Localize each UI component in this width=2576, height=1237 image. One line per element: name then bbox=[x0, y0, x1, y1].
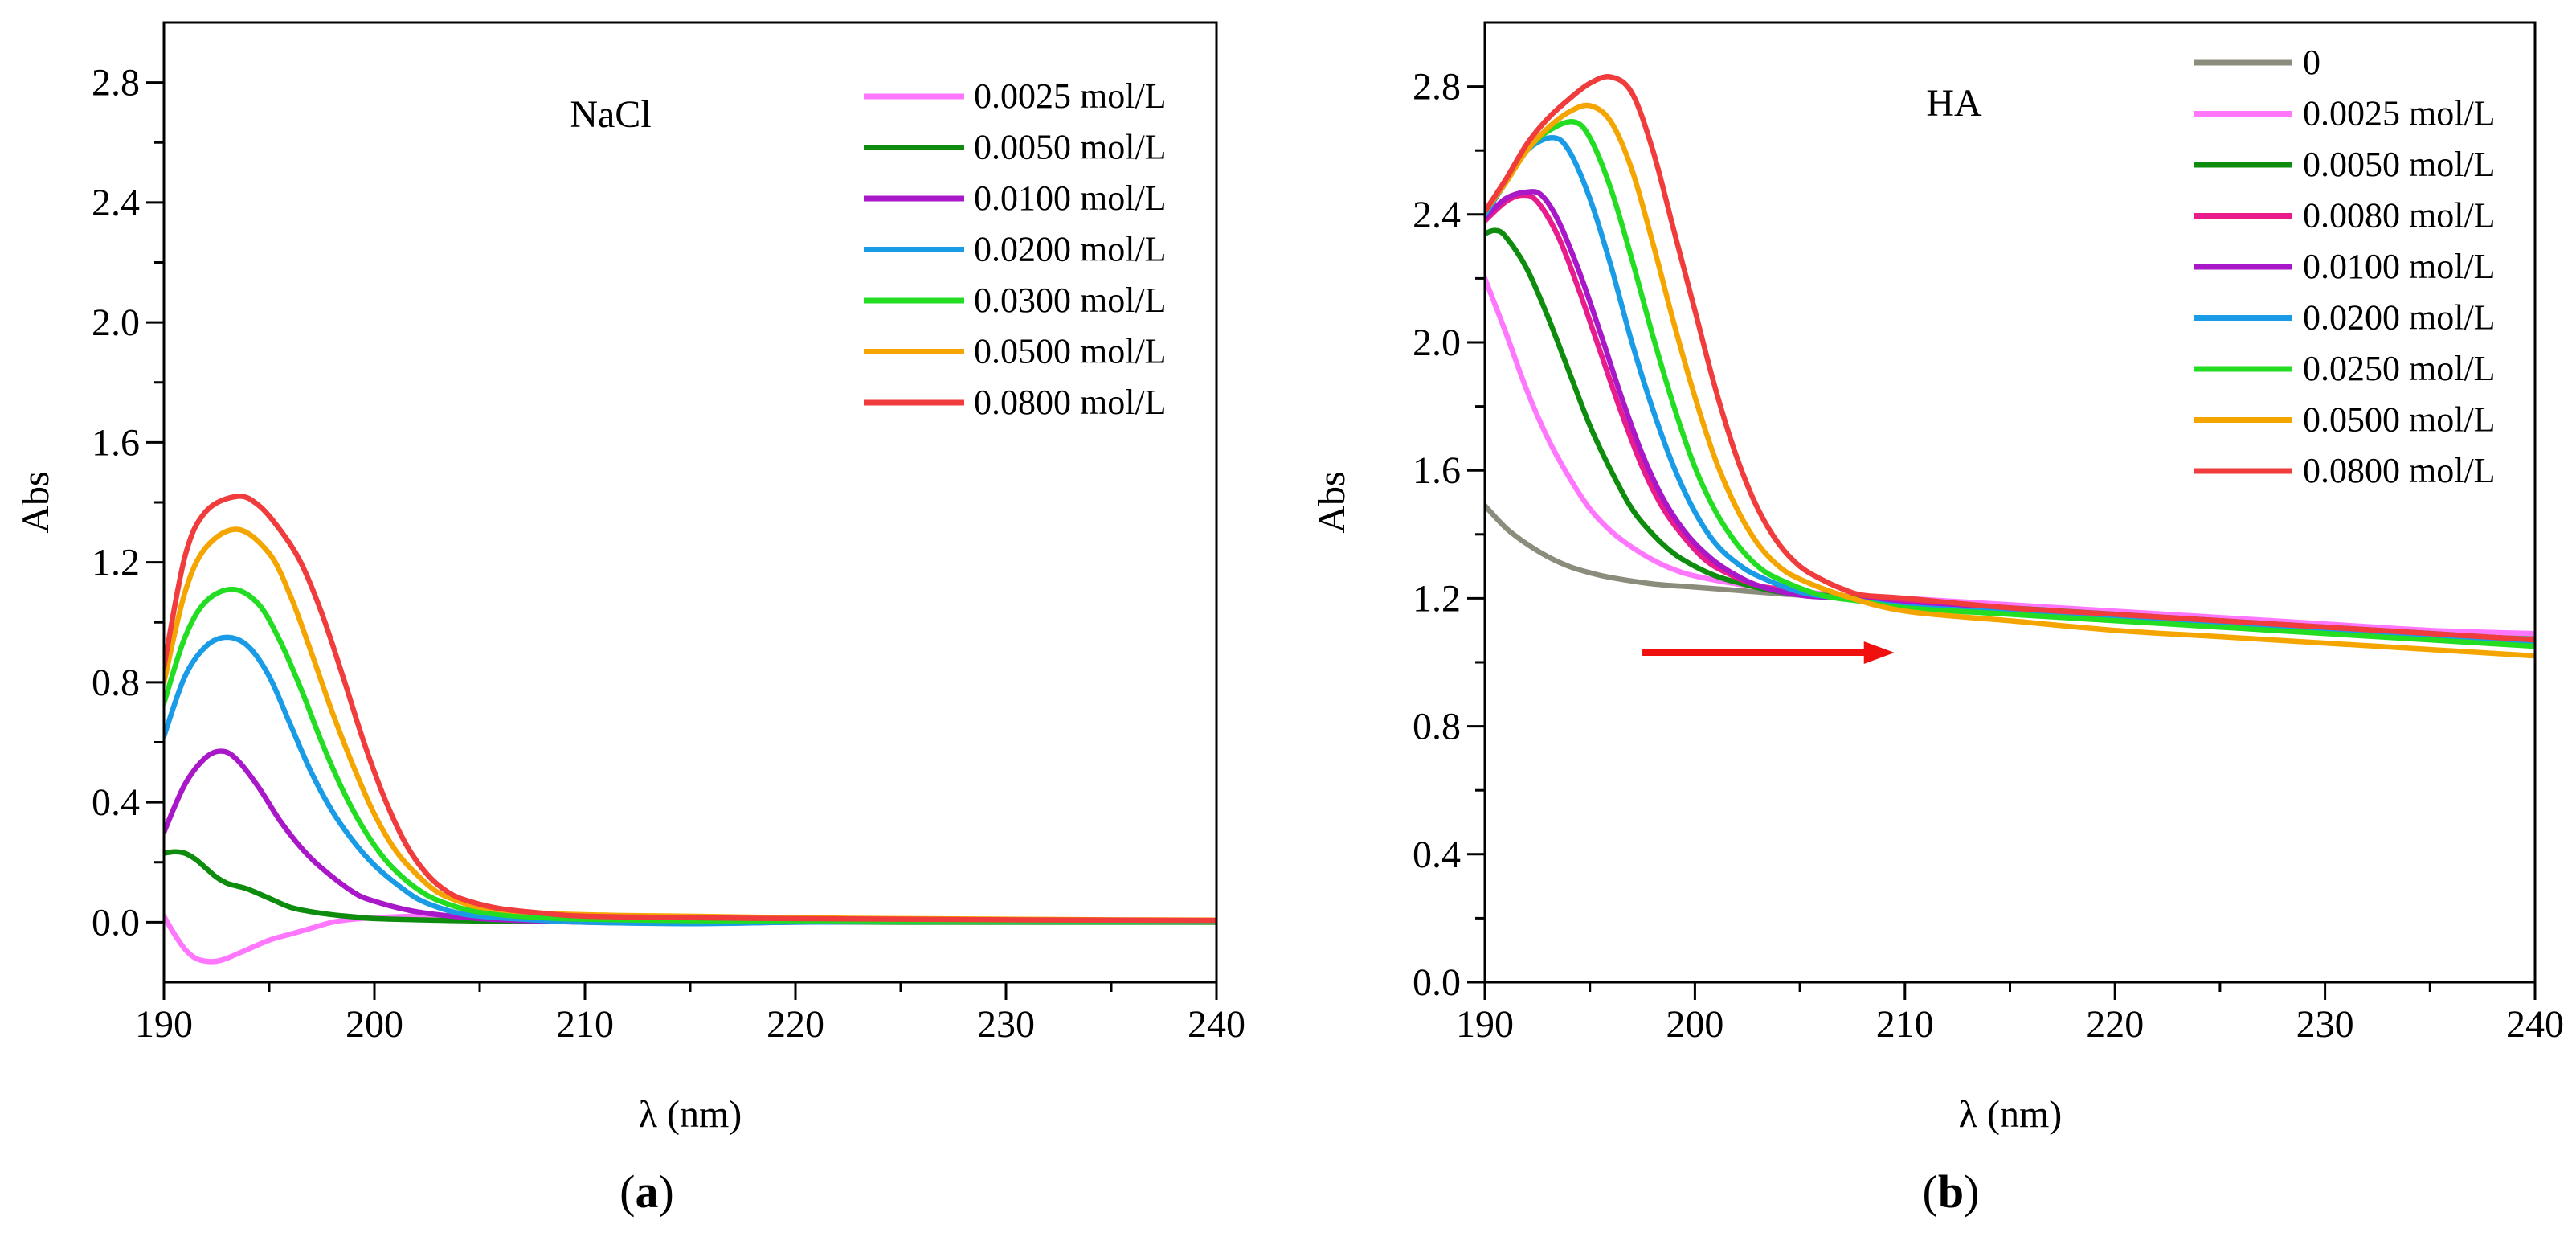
panel-b-y-tick-label: 0.4 bbox=[1413, 834, 1461, 876]
panel-b-y-tick-label: 2.4 bbox=[1413, 194, 1461, 236]
panel-b-x-tick-label: 240 bbox=[2506, 1003, 2564, 1046]
panel-b-legend-label-5: 0.0200 mol/L bbox=[2303, 298, 2496, 338]
panel-a-legend: 0.0025 mol/L 0.0050 mol/L 0.0100 mol/L 0.02… bbox=[864, 76, 1167, 422]
panel-b-y-tick-label: 1.6 bbox=[1413, 449, 1461, 492]
panel-b-x-tick-label: 210 bbox=[1876, 1003, 1934, 1046]
panel-a-series-line-6 bbox=[165, 494, 1216, 924]
panel-a-y-tick-label: 2.0 bbox=[92, 301, 140, 344]
panel-a-y-tick-label: 1.2 bbox=[92, 542, 140, 584]
panel-b-legend-label-7: 0.0500 mol/L bbox=[2303, 400, 2496, 440]
panel-a-plot-area: 190 200 210 220 230 240 0.0 0.4 0.8 1.2 1.6 2.0 2.4 2… bbox=[92, 21, 1245, 1046]
panel-b-y-axis-label: Abs bbox=[1310, 471, 1353, 533]
panel-a-inner-label: NaCl bbox=[570, 93, 651, 136]
panel-a-x-tick-label: 190 bbox=[135, 1003, 193, 1046]
panel-a-ticks: 190 200 210 220 230 240 0.0 0.4 0.8 1.2 1.6 2.0 2.4 2… bbox=[92, 62, 1245, 1046]
panel-a-legend-label-1: 0.0050 mol/L bbox=[974, 128, 1167, 167]
panel-a-y-tick-label: 2.8 bbox=[92, 62, 140, 104]
panel-a-legend-label-2: 0.0100 mol/L bbox=[974, 178, 1167, 218]
panel-b-series-line-8 bbox=[1486, 73, 2534, 643]
panel-b-x-tick-label: 230 bbox=[2296, 1003, 2354, 1046]
panel-a-y-tick-label: 0.0 bbox=[92, 901, 140, 944]
panel-b-legend: 0 0.0025 mol/L 0.0050 mol/L 0.0080 mol/L 0.0… bbox=[2194, 43, 2496, 490]
panel-b-plot-area: 190 200 210 220 230 240 0.0 0.4 0.8 1.2 1.6 2.0 2.4 2… bbox=[1413, 21, 2564, 1046]
panel-a-x-tick-label: 200 bbox=[346, 1003, 403, 1046]
panel-b-legend-label-6: 0.0250 mol/L bbox=[2303, 349, 2496, 388]
panel-a-legend-label-5: 0.0500 mol/L bbox=[974, 332, 1167, 371]
panel-a-x-axis-label: λ (nm) bbox=[639, 1093, 742, 1136]
panel-a-caption: (a) bbox=[619, 1165, 674, 1218]
panel-b-arrow-head bbox=[1863, 641, 1895, 665]
panel-a-series-group bbox=[165, 494, 1216, 965]
panel-a-legend-label-4: 0.0300 mol/L bbox=[974, 281, 1167, 320]
panel-a-series-line-2 bbox=[165, 748, 1216, 927]
panel-b-series-line-7 bbox=[1486, 102, 2534, 659]
panel-b-legend-label-1: 0.0025 mol/L bbox=[2303, 94, 2496, 133]
panel-b-legend-label-0: 0 bbox=[2303, 43, 2320, 82]
panel-a-y-tick-label: 0.4 bbox=[92, 781, 140, 824]
panel-b-x-tick-label: 200 bbox=[1666, 1003, 1723, 1046]
panel-a-series-line-1 bbox=[165, 849, 1216, 925]
panel-a-x-tick-label: 230 bbox=[977, 1003, 1035, 1046]
panel-b-shift-arrow bbox=[1642, 641, 1895, 665]
panel-a-y-tick-label: 0.8 bbox=[92, 662, 140, 704]
panel-b-y-tick-label: 0.8 bbox=[1413, 706, 1461, 748]
panel-b-legend-label-2: 0.0050 mol/L bbox=[2303, 145, 2496, 184]
panel-b-series-group bbox=[1486, 73, 2534, 659]
panel-b-y-tick-label: 2.8 bbox=[1413, 66, 1461, 109]
panel-a-series-line-5 bbox=[165, 526, 1216, 924]
panel-b-caption-letter: b bbox=[1938, 1165, 1964, 1218]
panel-b-x-tick-label: 220 bbox=[2086, 1003, 2144, 1046]
panel-b-y-tick-label: 2.0 bbox=[1413, 322, 1461, 364]
panel-a-legend-label-3: 0.0200 mol/L bbox=[974, 230, 1167, 269]
panel-a-legend-label-6: 0.0800 mol/L bbox=[974, 383, 1167, 422]
panel-b-legend-label-3: 0.0080 mol/L bbox=[2303, 196, 2496, 236]
panel-b: 190 200 210 220 230 240 0.0 0.4 0.8 1.2 1.6 2.0 2.4 2… bbox=[1310, 21, 2564, 1218]
panel-a-y-tick-label: 2.4 bbox=[92, 182, 140, 224]
panel-a-x-tick-label: 220 bbox=[767, 1003, 824, 1046]
panel-b-ticks: 190 200 210 220 230 240 0.0 0.4 0.8 1.2 1.6 2.0 2.4 2… bbox=[1413, 66, 2564, 1046]
panel-b-legend-label-8: 0.0800 mol/L bbox=[2303, 451, 2496, 490]
panel-a-x-tick-label: 210 bbox=[556, 1003, 614, 1046]
panel-b-inner-label: HA bbox=[1926, 82, 1982, 125]
panel-b-y-tick-label: 1.2 bbox=[1413, 577, 1461, 620]
panel-b-legend-label-4: 0.0100 mol/L bbox=[2303, 247, 2496, 286]
panel-a-caption-letter: a bbox=[636, 1165, 659, 1218]
panel-a-y-tick-label: 1.6 bbox=[92, 421, 140, 464]
panel-b-x-tick-label: 190 bbox=[1456, 1003, 1514, 1046]
panel-b-series-line-6 bbox=[1486, 119, 2534, 649]
panel-b-x-axis-label: λ (nm) bbox=[1959, 1093, 2063, 1136]
panel-a-y-axis-label: Abs bbox=[14, 471, 57, 533]
panel-a-legend-label-0: 0.0025 mol/L bbox=[974, 76, 1167, 116]
panel-a: 190 200 210 220 230 240 0.0 0.4 0.8 1.2 1.6 2.0 2.4 2… bbox=[14, 21, 1245, 1218]
panel-a-x-tick-label: 240 bbox=[1188, 1003, 1245, 1046]
panel-b-caption: (b) bbox=[1923, 1165, 1980, 1218]
panel-b-y-tick-label: 0.0 bbox=[1413, 961, 1461, 1004]
